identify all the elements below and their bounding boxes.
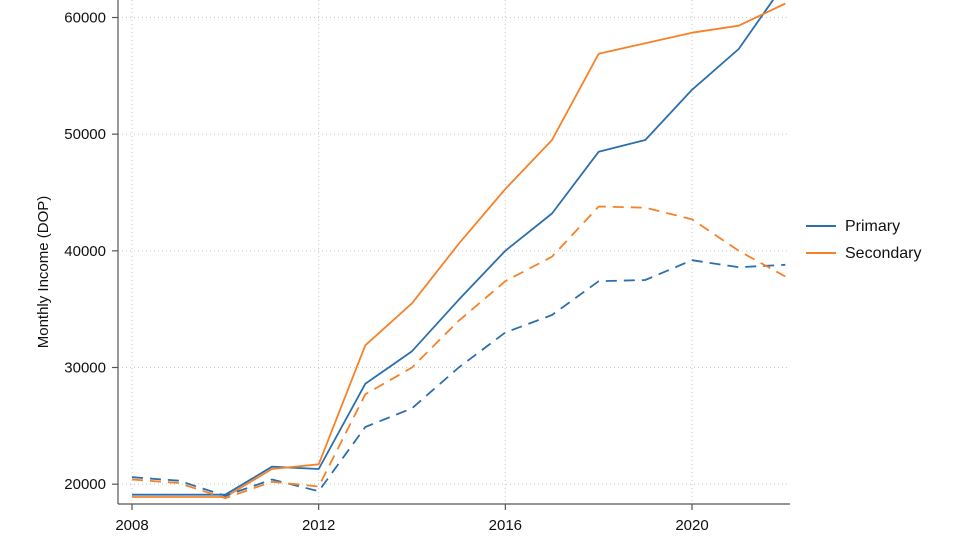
y-tick-label: 30000 <box>64 360 106 377</box>
series-line-secondary-dashed <box>131 205 786 500</box>
series-layer <box>131 0 786 500</box>
y-tick-label: 60000 <box>64 10 106 27</box>
y-axis-title: Monthly Income (DOP) <box>35 196 52 349</box>
x-tick-label: 2012 <box>302 517 335 534</box>
legend-label-primary: Primary <box>845 218 900 235</box>
series-line-primary-dashed <box>131 259 786 497</box>
y-tick-label: 40000 <box>64 243 106 260</box>
x-tick-label: 2020 <box>675 517 708 534</box>
legend-label-secondary: Secondary <box>845 245 922 262</box>
series-line-primary-solid <box>132 0 775 496</box>
x-tick-label: 2008 <box>115 517 148 534</box>
series-line-secondary-solid <box>132 2 786 498</box>
legend: Primary Secondary <box>806 218 922 262</box>
y-tick-label: 20000 <box>64 476 106 493</box>
axis-layer: 20000 30000 40000 50000 60000 2008 2012 2016 202… <box>64 0 790 534</box>
grid-layer <box>118 0 790 504</box>
x-tick-label: 2016 <box>489 517 522 534</box>
y-tick-label: 50000 <box>64 126 106 143</box>
